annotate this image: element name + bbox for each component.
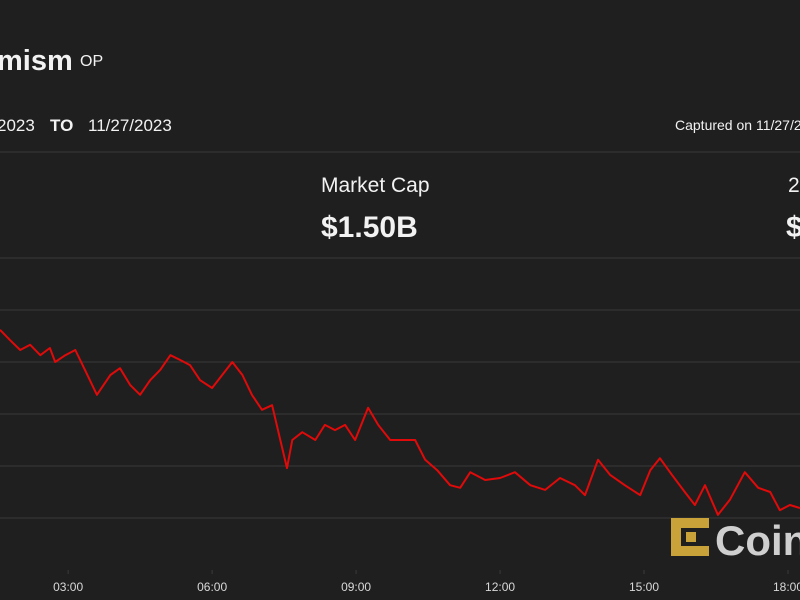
asset-symbol: OP (80, 53, 103, 70)
x-tick-label: 12:00 (485, 580, 515, 594)
x-tick-label: 06:00 (197, 580, 227, 594)
date-from: 2023 (0, 116, 35, 135)
date-to: 11/27/2023 (88, 116, 172, 135)
stat-value: $ (786, 211, 800, 244)
asset-name: mism (0, 45, 73, 77)
stat-label: 2 (788, 174, 800, 197)
logo-part (671, 518, 709, 528)
logo-part (671, 518, 681, 556)
logo-icon (671, 518, 709, 556)
captured-on: Captured on 11/27/2 (675, 117, 800, 133)
x-tick-label: 18:00 (773, 580, 800, 594)
x-tick-label: 15:00 (629, 580, 659, 594)
logo-text: Coin (715, 517, 800, 564)
date-to-label: TO (50, 116, 73, 135)
stat-label: Market Cap (321, 174, 430, 197)
x-tick-label: 03:00 (53, 580, 83, 594)
logo-part (686, 532, 696, 542)
x-tick-label: 09:00 (341, 580, 371, 594)
stat-value: $1.50B (321, 211, 418, 244)
logo-part (671, 546, 709, 556)
plot-area: 03:00 06:00 09:00 12:00 15:00 18:00 (0, 309, 800, 594)
price-line (0, 329, 800, 516)
